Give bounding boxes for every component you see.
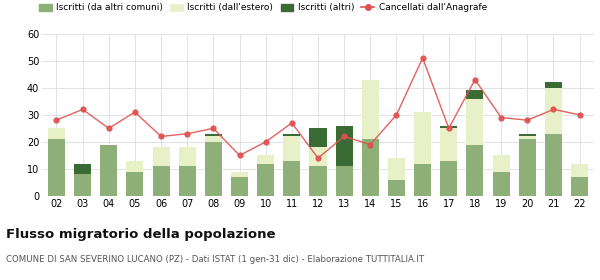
Bar: [545, 82, 562, 88]
Bar: [283, 161, 301, 196]
Text: Flusso migratorio della popolazione: Flusso migratorio della popolazione: [6, 228, 275, 241]
Bar: [466, 144, 484, 196]
Bar: [127, 161, 143, 172]
Bar: [179, 166, 196, 196]
Bar: [152, 166, 170, 196]
Bar: [310, 147, 326, 166]
Bar: [519, 134, 536, 136]
Bar: [205, 134, 222, 136]
Bar: [48, 139, 65, 196]
Bar: [310, 128, 326, 147]
Bar: [388, 158, 405, 180]
Bar: [571, 164, 588, 177]
Bar: [440, 126, 457, 128]
Bar: [493, 155, 509, 172]
Bar: [440, 161, 457, 196]
Bar: [545, 134, 562, 196]
Legend: Iscritti (da altri comuni), Iscritti (dall'estero), Iscritti (altri), Cancellati: Iscritti (da altri comuni), Iscritti (da…: [35, 0, 490, 16]
Bar: [257, 164, 274, 196]
Bar: [414, 112, 431, 164]
Bar: [283, 134, 301, 136]
Bar: [362, 139, 379, 196]
Bar: [283, 136, 301, 161]
Bar: [310, 166, 326, 196]
Bar: [545, 88, 562, 134]
Bar: [440, 128, 457, 161]
Bar: [519, 136, 536, 139]
Bar: [152, 147, 170, 166]
Bar: [74, 174, 91, 196]
Bar: [493, 172, 509, 196]
Bar: [74, 164, 91, 174]
Bar: [231, 172, 248, 177]
Bar: [231, 177, 248, 196]
Bar: [100, 144, 117, 196]
Text: COMUNE DI SAN SEVERINO LUCANO (PZ) - Dati ISTAT (1 gen-31 dic) - Elaborazione TU: COMUNE DI SAN SEVERINO LUCANO (PZ) - Dat…: [6, 255, 424, 264]
Bar: [257, 155, 274, 164]
Bar: [179, 147, 196, 166]
Bar: [205, 136, 222, 142]
Bar: [466, 90, 484, 99]
Bar: [335, 166, 353, 196]
Bar: [205, 142, 222, 196]
Bar: [519, 139, 536, 196]
Bar: [48, 128, 65, 139]
Bar: [466, 99, 484, 144]
Bar: [388, 180, 405, 196]
Bar: [335, 126, 353, 166]
Bar: [127, 172, 143, 196]
Bar: [414, 164, 431, 196]
Bar: [571, 177, 588, 196]
Bar: [362, 80, 379, 139]
